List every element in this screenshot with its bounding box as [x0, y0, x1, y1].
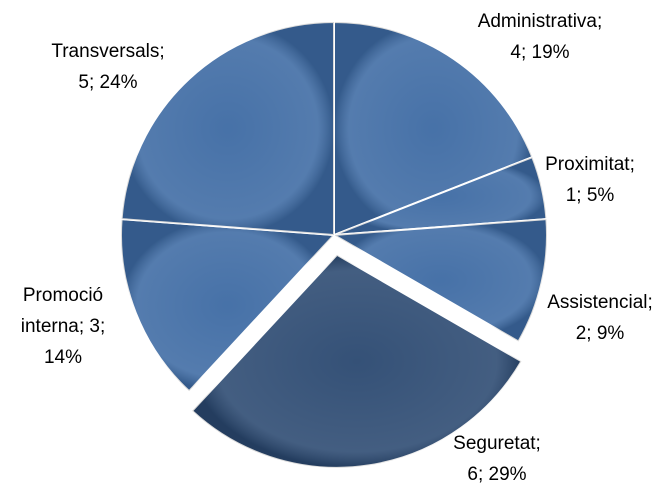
data-label: Transversals; 5; 24%: [51, 41, 164, 93]
data-label: Assistencial; 2; 9%: [547, 292, 653, 344]
data-label: Proximitat; 1; 5%: [545, 154, 635, 206]
data-label: Administrativa; 4; 19%: [478, 11, 603, 63]
data-label: Seguretat; 6; 29%: [453, 433, 541, 485]
data-label: Promoció interna; 3; 14%: [21, 285, 106, 368]
